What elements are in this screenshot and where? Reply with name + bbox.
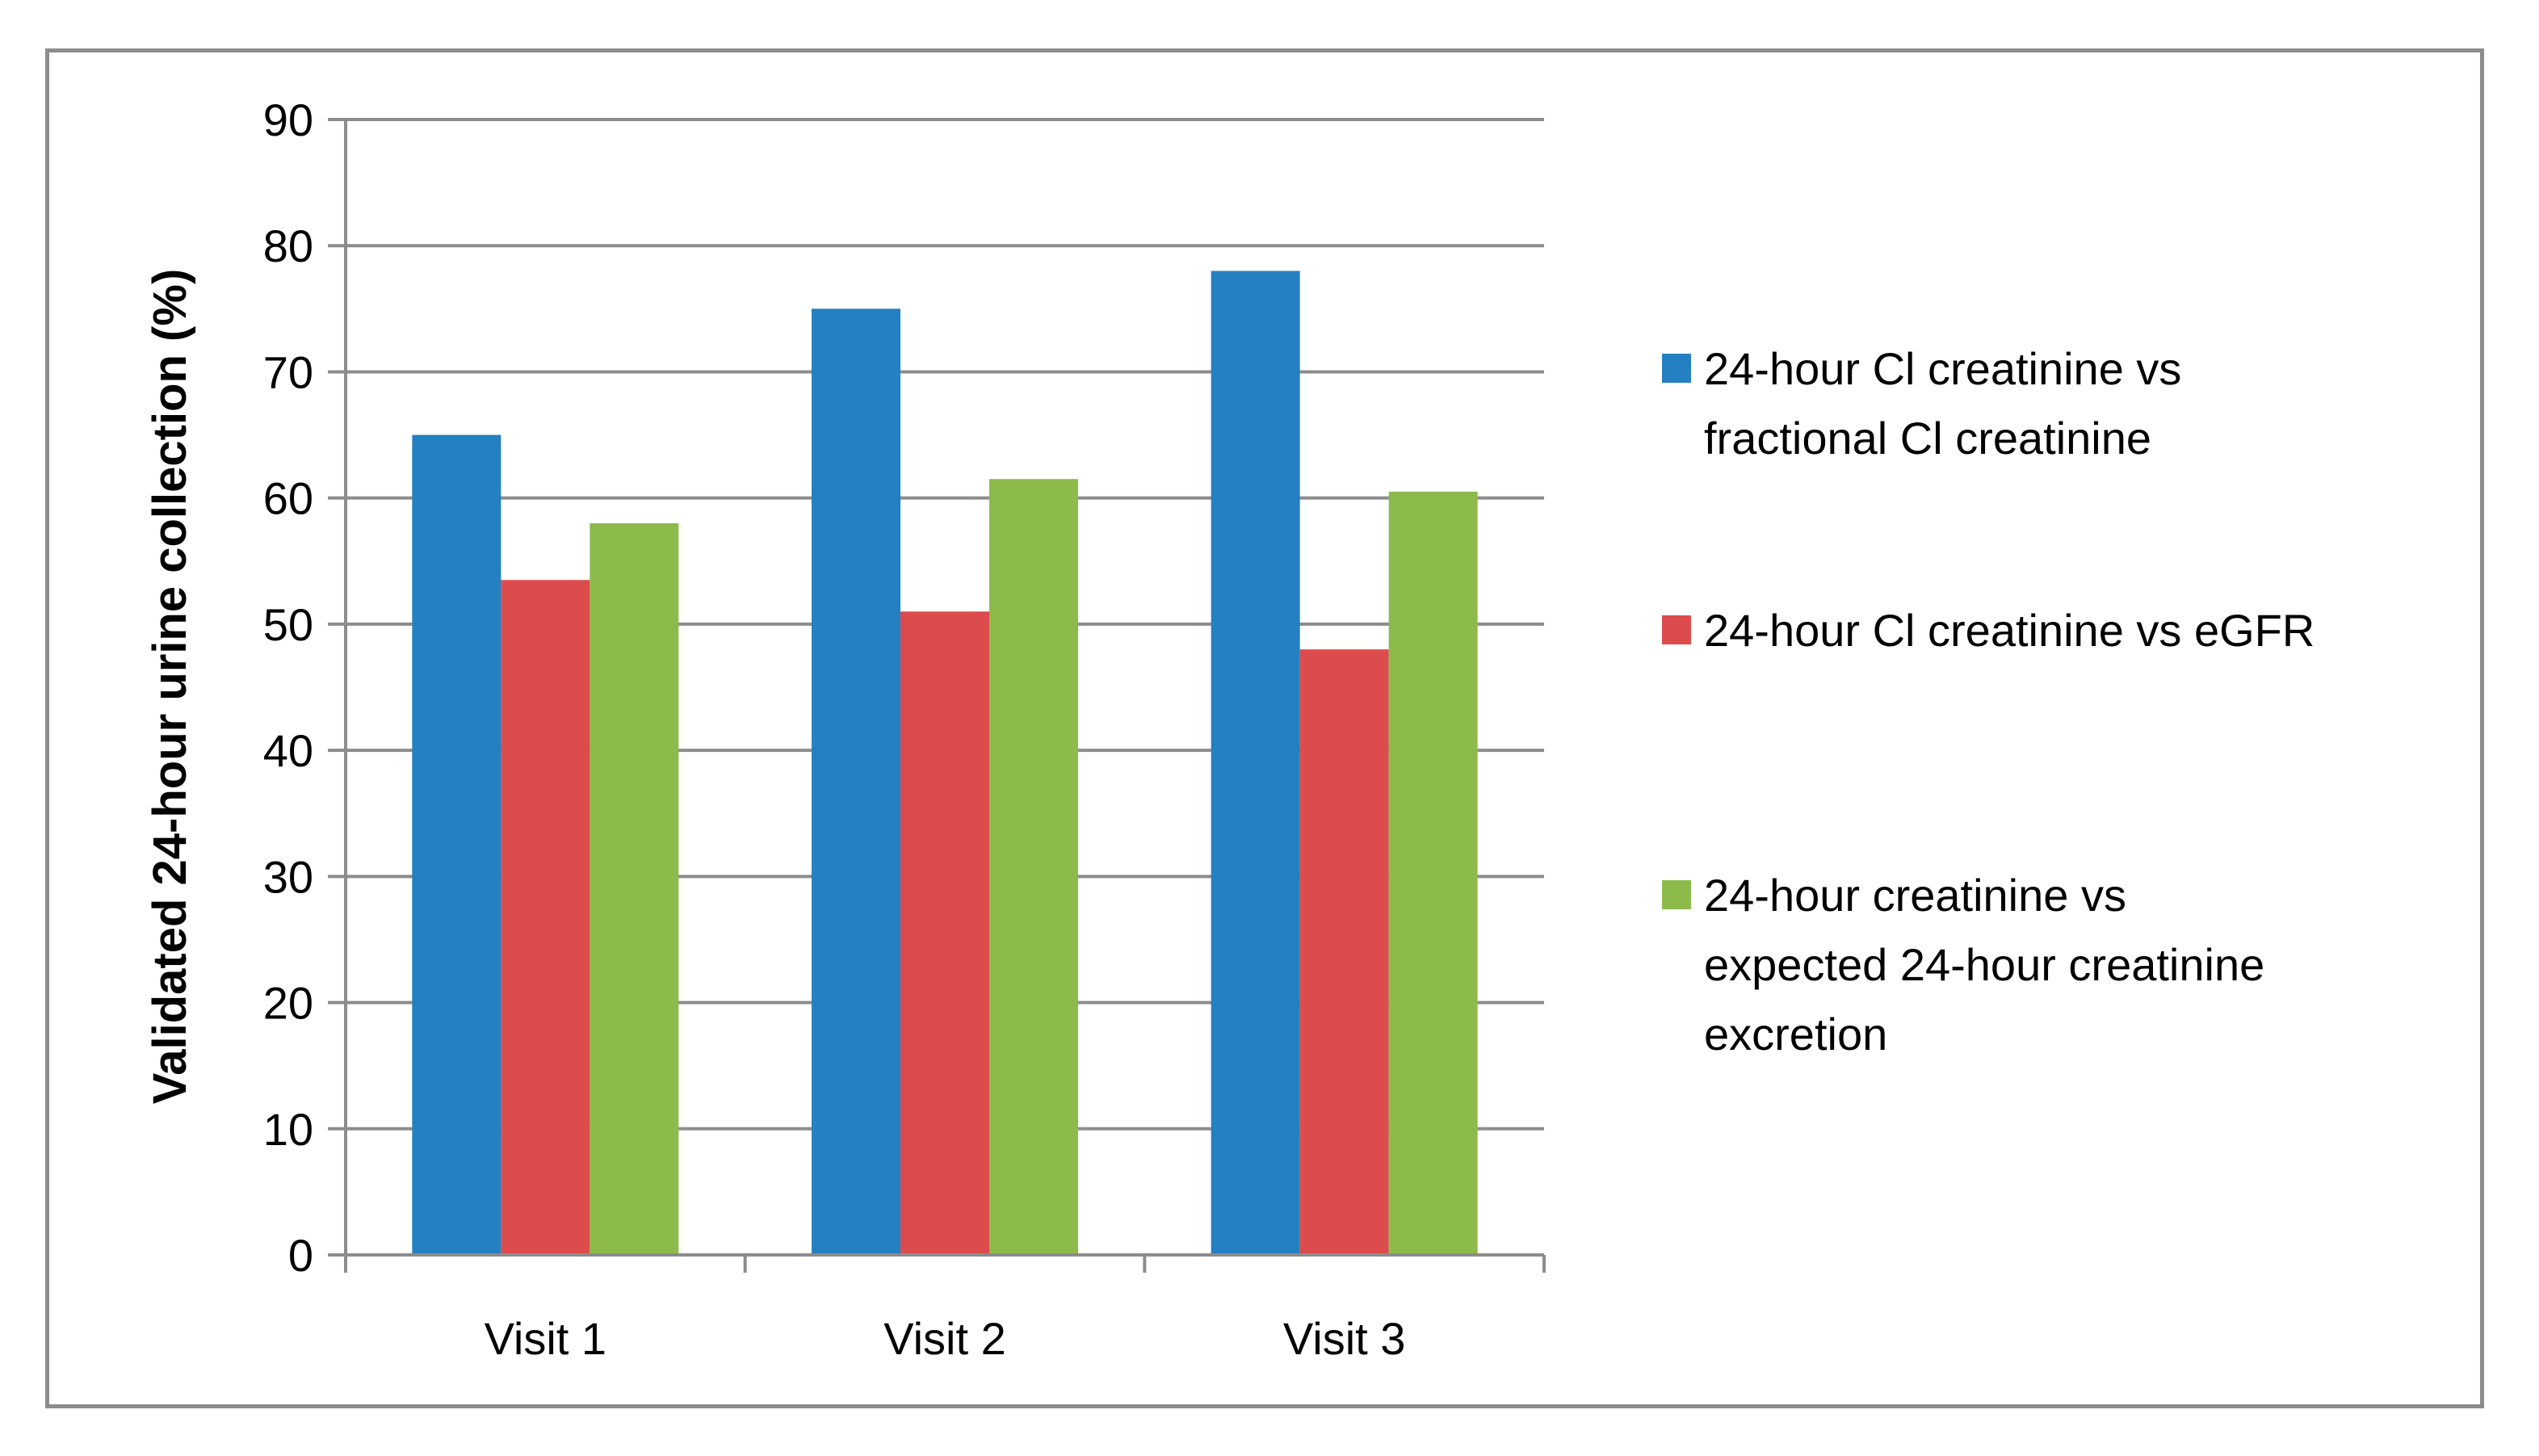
legend: 24-hour Cl creatinine vs fractional Cl cr… <box>1662 343 2314 1059</box>
y-tick-label: 90 <box>263 94 313 145</box>
y-tick-label: 40 <box>263 725 313 776</box>
legend-label-line: fractional Cl creatinine <box>1704 413 2151 464</box>
y-tick-label: 30 <box>263 851 313 902</box>
y-tick-label: 20 <box>263 978 313 1029</box>
x-tick-label: Visit 2 <box>883 1313 1005 1364</box>
bar <box>1299 649 1389 1255</box>
bar <box>900 611 989 1255</box>
legend-swatch <box>1662 615 1691 644</box>
y-tick-label: 0 <box>288 1230 313 1281</box>
bar <box>1388 491 1478 1255</box>
legend-swatch <box>1662 354 1691 383</box>
x-tick-label: Visit 3 <box>1283 1313 1405 1364</box>
legend-label-line: expected 24-hour creatinine <box>1704 939 2264 990</box>
legend-label-line: 24-hour creatinine vs <box>1704 870 2126 921</box>
bar <box>412 434 502 1255</box>
bar <box>989 479 1078 1255</box>
legend-swatch <box>1662 880 1691 909</box>
y-tick-label: 10 <box>263 1104 313 1155</box>
legend-label: 24-hour Cl creatinine vs fractional Cl cr… <box>1704 343 2181 464</box>
bars <box>412 271 1478 1255</box>
bar <box>812 308 900 1255</box>
bar <box>1211 271 1300 1255</box>
x-tick-labels: Visit 1 Visit 2 Visit 3 <box>485 1313 1406 1364</box>
y-tick-label: 80 <box>263 220 313 271</box>
y-tick-label: 50 <box>263 599 313 650</box>
y-tick-label: 60 <box>263 473 313 524</box>
bar <box>590 522 679 1255</box>
y-tick-labels: 0 10 20 30 40 50 60 70 80 90 <box>263 94 313 1281</box>
axes <box>328 118 1546 1273</box>
legend-label: 24-hour Cl creatinine vs eGFR <box>1704 605 2314 656</box>
y-tick-label: 70 <box>263 346 313 397</box>
legend-label-line: excretion <box>1704 1009 1887 1059</box>
y-axis-title: Validated 24-hour urine collection (%) <box>144 269 196 1105</box>
legend-label-line: 24-hour Cl creatinine vs <box>1704 343 2181 394</box>
x-tick-label: Visit 1 <box>485 1313 606 1364</box>
legend-label: 24-hour creatinine vs expected 24-hour cr… <box>1704 870 2264 1059</box>
bar <box>501 580 590 1255</box>
legend-label-line: 24-hour Cl creatinine vs eGFR <box>1704 605 2314 656</box>
